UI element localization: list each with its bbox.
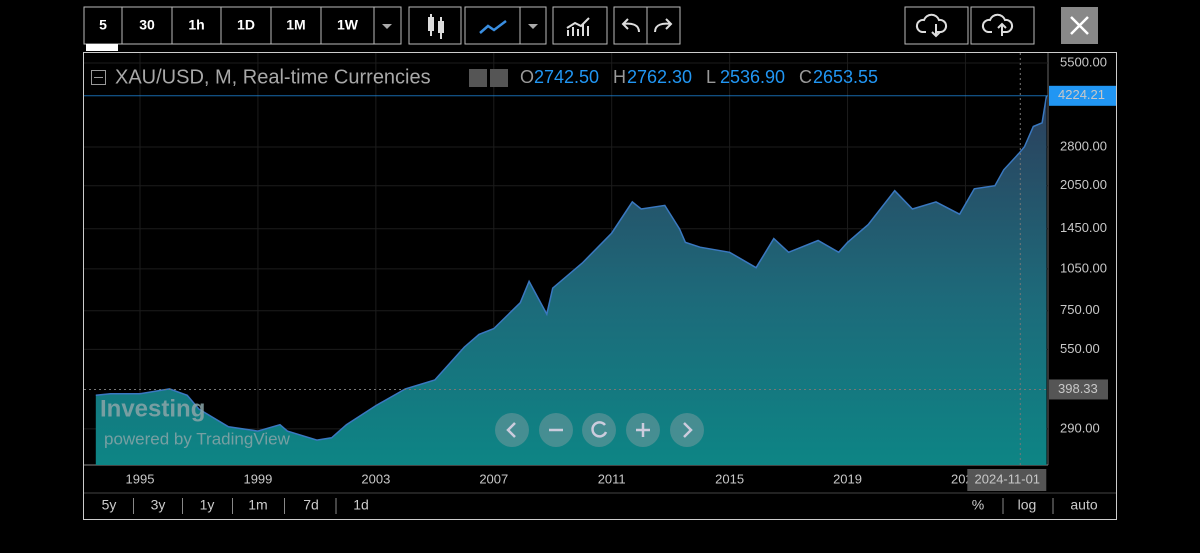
x-tick-label: 2007 xyxy=(479,471,508,486)
y-tick-label: 290.00 xyxy=(1060,420,1100,435)
interval-label: 5 xyxy=(99,17,107,33)
last-price-box xyxy=(1049,85,1116,106)
interval-button[interactable] xyxy=(121,6,173,45)
crosshair-date-label: 2024-11-01 xyxy=(975,471,1041,486)
ohlc-value: 2536.90 xyxy=(720,67,785,87)
range-button[interactable]: 5y xyxy=(102,497,117,513)
watermark-brand: Investing xyxy=(100,395,205,422)
x-tick-label: 2003 xyxy=(361,471,390,486)
y-tick-label: 2800.00 xyxy=(1060,138,1107,153)
nav-icon xyxy=(636,423,650,437)
ohlc-key: L xyxy=(706,67,716,87)
x-tick-label: 2011 xyxy=(598,471,626,486)
icon xyxy=(981,13,1014,36)
icon xyxy=(528,24,538,29)
crosshair-price-box xyxy=(1049,379,1108,400)
collapse-icon xyxy=(91,70,106,85)
ohlc-key: H xyxy=(613,67,626,87)
interval-button[interactable] xyxy=(171,6,222,45)
interval-label: 1h xyxy=(188,17,204,33)
nav-button[interactable] xyxy=(582,413,616,447)
ohlc-value: 2762.30 xyxy=(627,67,692,87)
range-button[interactable]: 3y xyxy=(151,497,166,513)
interval-label: 1M xyxy=(286,17,305,33)
ohlc-key: O xyxy=(520,67,534,87)
toolbar xyxy=(408,6,1098,45)
watermark-powered: powered by TradingView xyxy=(104,429,291,448)
range-button[interactable]: 1m xyxy=(248,497,267,513)
nav-button[interactable] xyxy=(670,413,704,447)
nav-icon xyxy=(591,421,608,438)
interval-label: 1D xyxy=(237,17,255,33)
icon xyxy=(428,14,444,39)
icon xyxy=(566,17,590,36)
range-button[interactable]: 1y xyxy=(200,497,215,513)
y-tick-label: 5500.00 xyxy=(1060,54,1107,69)
x-tick-label: 1995 xyxy=(126,471,155,486)
icon xyxy=(654,18,673,33)
settings-icon xyxy=(490,69,508,87)
y-tick-label: 750.00 xyxy=(1060,302,1100,317)
settings-icon xyxy=(469,69,487,87)
candle-button[interactable] xyxy=(408,6,462,45)
y-tick-label: 2050.00 xyxy=(1060,177,1107,192)
ohlc-value: 2742.50 xyxy=(534,67,599,87)
range-button[interactable]: 7d xyxy=(303,497,319,513)
range-button[interactable]: 1d xyxy=(353,497,369,513)
y-tick-label: 550.00 xyxy=(1060,341,1100,356)
interval-button[interactable] xyxy=(270,6,322,45)
interval-button[interactable] xyxy=(220,6,272,45)
scroll-indicator xyxy=(86,44,118,51)
area xyxy=(95,95,1047,466)
scale-button[interactable]: log xyxy=(1018,497,1037,513)
x-tick-label: 2015 xyxy=(715,471,744,486)
icon xyxy=(1070,16,1089,35)
crosshair-price-label: 398.33 xyxy=(1058,381,1098,396)
interval-label: 30 xyxy=(139,17,155,33)
redo-button[interactable] xyxy=(646,6,681,45)
y-tick-label: 1450.00 xyxy=(1060,220,1107,235)
last-price-label: 4224.21 xyxy=(1058,87,1105,102)
ohlc-key: C xyxy=(799,67,812,87)
x-tick-label: 1999 xyxy=(243,471,272,486)
icon xyxy=(382,24,392,29)
ohlc-value: 2653.55 xyxy=(813,67,878,87)
interval-label: 1W xyxy=(337,17,359,33)
y-tick-label: 1050.00 xyxy=(1060,260,1107,275)
undo-button[interactable] xyxy=(613,6,648,45)
nav-icon xyxy=(506,422,516,438)
line-button[interactable] xyxy=(464,6,521,45)
chart-frame xyxy=(83,52,1117,520)
x-tick-label: 2019 xyxy=(833,471,862,486)
nav-icon xyxy=(683,422,693,438)
line xyxy=(95,95,1048,441)
crosshair-date-box xyxy=(967,469,1047,491)
icon xyxy=(479,20,507,34)
nav-button[interactable] xyxy=(495,413,529,447)
icon xyxy=(621,18,640,33)
scale-button[interactable]: % xyxy=(972,497,984,513)
icon xyxy=(915,13,948,38)
scale-button[interactable]: auto xyxy=(1070,497,1097,513)
symbol: XAU/USD, M, Real-time Currencies xyxy=(115,66,431,88)
